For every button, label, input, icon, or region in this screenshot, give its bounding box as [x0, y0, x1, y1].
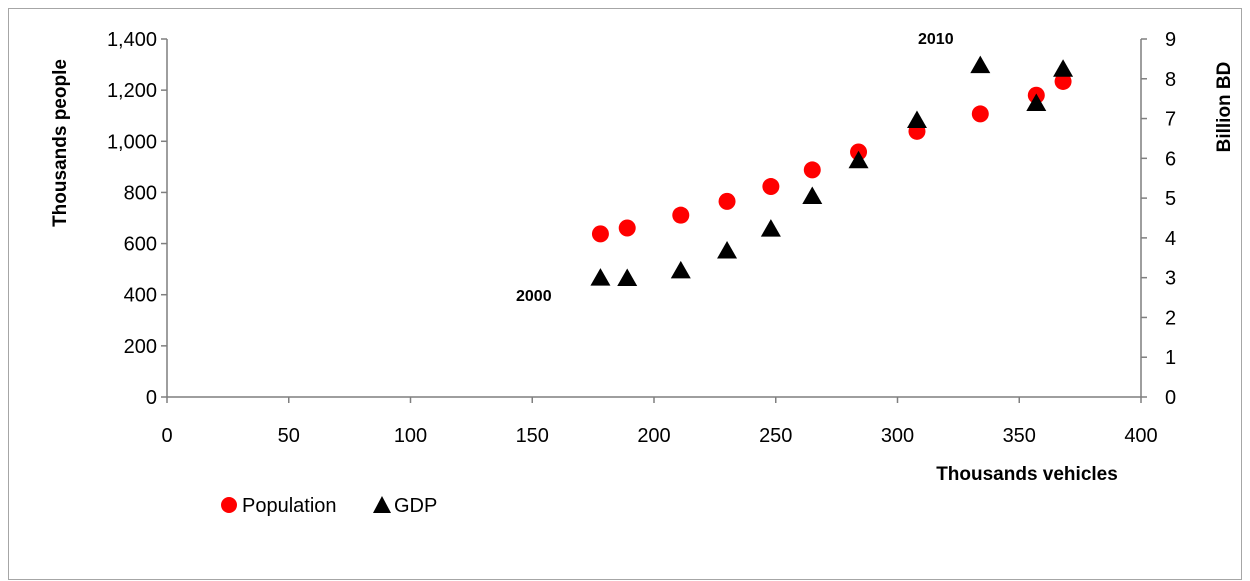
y-axis-title: Thousands people — [50, 59, 71, 227]
y-tick-label: 800 — [124, 182, 157, 204]
legend-gdp-marker — [373, 496, 391, 513]
y2-tick-label: 9 — [1165, 29, 1176, 51]
population-point — [803, 161, 821, 179]
y2-tick-label: 4 — [1165, 228, 1176, 250]
x-tick-label: 100 — [394, 425, 427, 447]
x-tick-label: 350 — [1003, 425, 1036, 447]
gdp-point — [717, 241, 738, 259]
population-point — [718, 192, 736, 210]
x-tick-label: 250 — [759, 425, 792, 447]
y2-tick-label: 3 — [1165, 268, 1176, 290]
y2-tick-label: 2 — [1165, 307, 1176, 329]
gdp-point — [848, 150, 869, 169]
gdp-point — [906, 110, 927, 129]
population-point — [971, 105, 989, 123]
points-group — [590, 55, 1074, 286]
population-point — [618, 219, 636, 237]
y2-tick-label: 8 — [1165, 69, 1176, 91]
legend: Population GDP — [221, 495, 437, 517]
x-tick-label: 300 — [881, 425, 914, 447]
x-tick-label: 400 — [1124, 425, 1157, 447]
population-point — [762, 178, 780, 196]
gdp-point — [760, 219, 781, 237]
population-point — [672, 206, 690, 224]
gdp-point — [670, 260, 691, 279]
annotation-2000: 2000 — [516, 288, 552, 305]
y2-tick-label: 0 — [1165, 387, 1176, 409]
y2-tick-label: 1 — [1165, 347, 1176, 369]
y2-tick-label: 6 — [1165, 148, 1176, 170]
y-tick-label: 1,200 — [107, 80, 157, 102]
y2-axis-title: Billion BD — [1214, 62, 1235, 153]
x-tick-label: 200 — [637, 425, 670, 447]
y2-tick-label: 7 — [1165, 109, 1176, 131]
axes-group — [166, 39, 1142, 398]
legend-population-label: Population — [242, 495, 337, 517]
gdp-point — [617, 268, 638, 286]
population-point — [1054, 72, 1072, 90]
y-tick-label: 1,000 — [107, 131, 157, 153]
legend-gdp-label: GDP — [394, 495, 437, 517]
y-tick-label: 400 — [124, 285, 157, 307]
x-tick-label: 150 — [516, 425, 549, 447]
x-tick-label: 50 — [278, 425, 300, 447]
gdp-point — [1026, 93, 1047, 111]
x-tick-label: 0 — [161, 425, 172, 447]
gdp-point — [590, 268, 611, 286]
annotation-2010: 2010 — [918, 31, 954, 48]
ticks-group: 0 200 400 600 800 1,000 1,200 1,400 0 1 2 3 4 5 6 7 8 9 0 5… — [107, 29, 1176, 447]
y-tick-label: 1,400 — [107, 29, 157, 51]
legend-population-marker — [221, 497, 237, 513]
y2-tick-label: 5 — [1165, 188, 1176, 210]
y-tick-label: 600 — [124, 234, 157, 256]
population-point — [591, 225, 609, 243]
y-tick-label: 0 — [146, 387, 157, 409]
gdp-point — [802, 186, 823, 205]
gdp-point — [970, 55, 991, 74]
y-tick-label: 200 — [124, 336, 157, 358]
x-axis-title: Thousands vehicles — [936, 464, 1118, 485]
gdp-point — [1053, 59, 1074, 77]
